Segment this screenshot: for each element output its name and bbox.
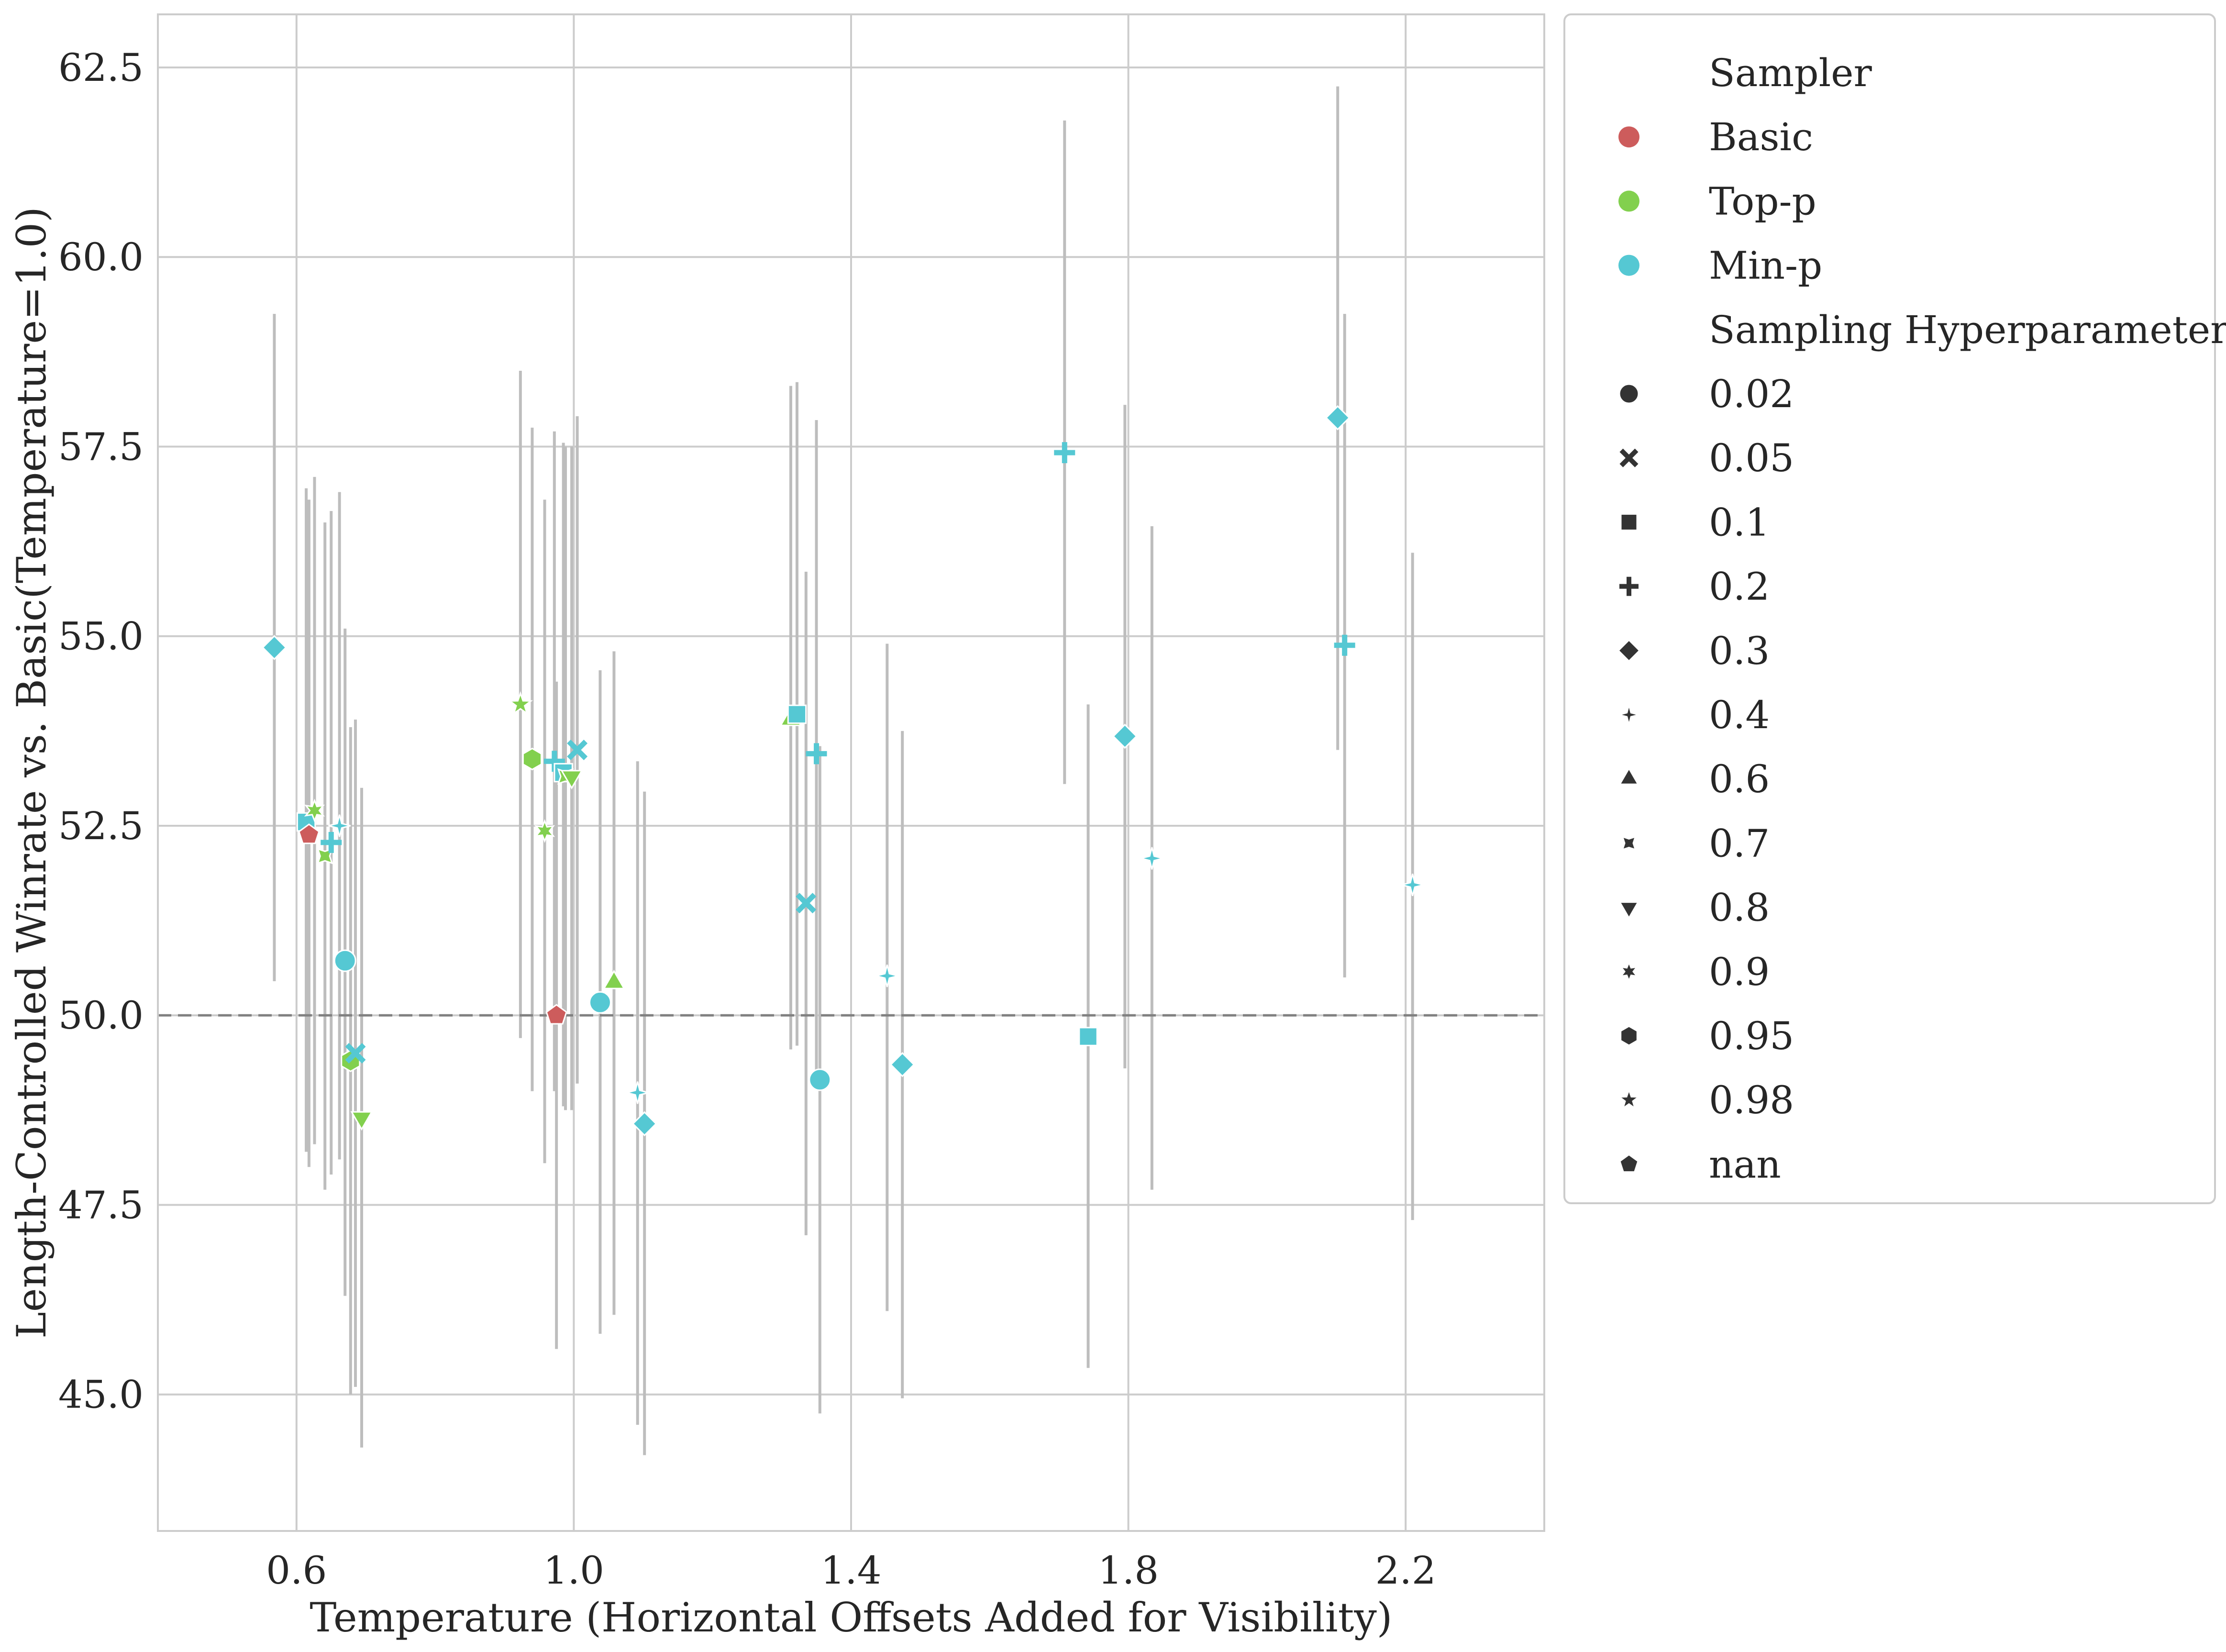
legend-label: 0.02 bbox=[1709, 372, 1794, 416]
data-point bbox=[875, 965, 898, 987]
legend-marker bbox=[1618, 704, 1639, 725]
data-point bbox=[1325, 405, 1351, 431]
data-point bbox=[262, 635, 287, 660]
legend-marker bbox=[1617, 639, 1641, 662]
legend-label: 0.9 bbox=[1709, 950, 1770, 994]
legend-swatch bbox=[1618, 190, 1639, 212]
legend-sampler-title: Sampler bbox=[1709, 51, 1872, 95]
gridlines bbox=[158, 14, 1544, 1531]
legend-marker bbox=[1620, 513, 1638, 531]
x-tick-label: 1.0 bbox=[543, 1548, 604, 1593]
data-point bbox=[626, 1081, 649, 1104]
legend-marker bbox=[1619, 577, 1639, 596]
y-tick-label: 55.0 bbox=[58, 614, 144, 659]
data-point bbox=[631, 1111, 657, 1137]
data-points bbox=[262, 405, 1424, 1137]
legend-label: 0.98 bbox=[1709, 1078, 1794, 1122]
legend-label: 0.4 bbox=[1709, 693, 1770, 737]
data-point bbox=[298, 823, 320, 844]
x-tick-label: 1.8 bbox=[1098, 1548, 1159, 1593]
legend-hyperparameter-title: Sampling Hyperparameter bbox=[1709, 308, 2226, 352]
error-bars bbox=[273, 86, 1414, 1455]
legend-marker bbox=[1620, 1025, 1638, 1046]
legend-marker bbox=[1618, 383, 1639, 404]
data-point bbox=[328, 814, 351, 837]
legend-label: nan bbox=[1709, 1142, 1781, 1186]
legend-swatch bbox=[1618, 255, 1639, 276]
data-point bbox=[806, 743, 827, 765]
x-axis-label: Temperature (Horizontal Offsets Added fo… bbox=[310, 1594, 1392, 1641]
data-point bbox=[1334, 634, 1355, 656]
data-point bbox=[796, 893, 817, 914]
legend-label: 0.2 bbox=[1709, 565, 1770, 609]
legend: Sampler Basic Top-p Min-p Sampling Hyperpa… bbox=[1563, 13, 2226, 1204]
legend-hyperparameters: 0.02 0.05 0.1 0.2 0.3 0.4 0.6 0.7 0.8 0.9 0.95 0.98… bbox=[1617, 372, 1794, 1186]
data-point bbox=[534, 819, 555, 843]
legend-marker bbox=[1617, 1087, 1641, 1110]
legend-label: 0.1 bbox=[1709, 500, 1770, 544]
plot-frame bbox=[157, 13, 1545, 1532]
x-tick-label: 1.4 bbox=[820, 1548, 881, 1593]
legend-samplers: Basic Top-p Min-p bbox=[1618, 115, 1822, 288]
legend-marker bbox=[1619, 960, 1639, 983]
legend-box bbox=[1563, 13, 2216, 1204]
legend-marker bbox=[1618, 901, 1639, 920]
y-axis-label: Length-Controlled Winrate vs. Basic(Temp… bbox=[8, 207, 55, 1339]
y-tick-label: 50.0 bbox=[58, 993, 144, 1038]
y-tick-label: 52.5 bbox=[58, 804, 144, 848]
data-point bbox=[588, 991, 611, 1014]
data-point bbox=[333, 949, 356, 972]
legend-label: 0.8 bbox=[1709, 886, 1770, 930]
data-point bbox=[567, 739, 588, 760]
data-point bbox=[1141, 847, 1163, 870]
data-point bbox=[508, 691, 533, 715]
x-tick-label: 2.2 bbox=[1375, 1548, 1436, 1593]
legend-marker bbox=[1618, 767, 1639, 785]
y-tick-label: 45.0 bbox=[58, 1373, 144, 1417]
y-tick-label: 47.5 bbox=[58, 1183, 144, 1227]
data-point bbox=[350, 1111, 373, 1131]
legend-label: 0.05 bbox=[1709, 436, 1794, 480]
data-point bbox=[522, 747, 543, 771]
data-point bbox=[321, 832, 342, 853]
y-tick-label: 57.5 bbox=[58, 424, 144, 469]
x-tick-label: 0.6 bbox=[266, 1548, 327, 1593]
legend-label: 0.7 bbox=[1709, 821, 1770, 865]
data-point bbox=[304, 798, 325, 823]
data-point bbox=[1401, 874, 1424, 897]
legend-marker bbox=[1619, 1153, 1639, 1173]
y-tick-label: 60.0 bbox=[58, 235, 144, 279]
legend-marker bbox=[1619, 448, 1639, 467]
legend-label: Min-p bbox=[1709, 244, 1822, 288]
legend-label: 0.3 bbox=[1709, 629, 1770, 673]
data-point bbox=[560, 770, 583, 790]
data-point bbox=[345, 1042, 366, 1064]
x-tick-labels: 0.6 1.0 1.4 1.8 2.2 bbox=[266, 1548, 1436, 1593]
data-point bbox=[545, 1004, 567, 1025]
data-point bbox=[889, 1052, 915, 1077]
legend-label: 0.95 bbox=[1709, 1014, 1794, 1058]
data-point bbox=[1078, 1027, 1098, 1046]
data-point bbox=[787, 704, 807, 724]
data-point bbox=[1112, 723, 1138, 749]
legend-label: Basic bbox=[1709, 115, 1813, 159]
legend-label: 0.6 bbox=[1709, 757, 1770, 801]
data-point bbox=[808, 1068, 831, 1091]
data-point bbox=[602, 969, 626, 989]
legend-label: Top-p bbox=[1709, 179, 1816, 223]
y-tick-label: 62.5 bbox=[58, 45, 144, 90]
data-point bbox=[1054, 442, 1075, 464]
legend-marker bbox=[1621, 835, 1637, 851]
legend-swatch bbox=[1618, 126, 1639, 148]
data-point bbox=[317, 848, 333, 865]
y-tick-labels: 45.0 47.5 50.0 52.5 55.0 57.5 60.0 62.5 bbox=[58, 45, 144, 1417]
